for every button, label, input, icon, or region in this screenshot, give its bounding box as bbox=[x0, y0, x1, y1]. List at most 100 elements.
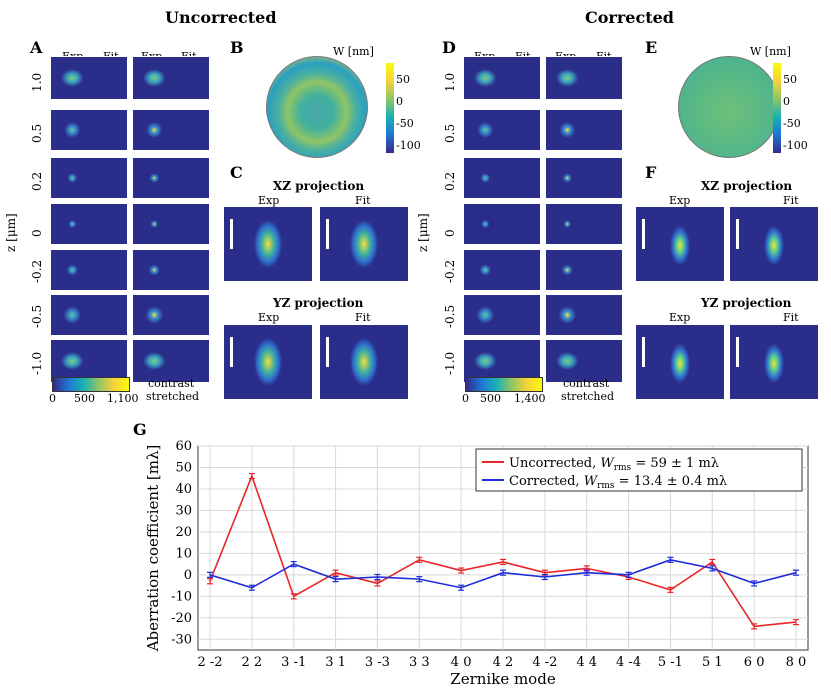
cbar-left-mid: 500 bbox=[74, 392, 95, 405]
y-tick-label: 10 bbox=[175, 546, 192, 561]
stretched-psf-tile bbox=[132, 109, 210, 151]
x-tick-label: 4 -2 bbox=[532, 655, 557, 670]
c-xz-exp-image bbox=[224, 207, 312, 281]
stretched-psf-tile bbox=[545, 109, 623, 151]
c-yz-title: YZ projection bbox=[273, 296, 364, 310]
c-xz-fit-image bbox=[320, 207, 408, 281]
contrast-note-right-2: stretched bbox=[561, 390, 615, 403]
x-tick-label: 5 1 bbox=[702, 655, 723, 670]
raw-psf-tile bbox=[50, 249, 128, 291]
x-tick-label: 5 -1 bbox=[658, 655, 683, 670]
y-tick-label: -20 bbox=[171, 611, 192, 626]
cbar-right-max: 1,400 bbox=[514, 392, 546, 405]
raw-psf-tile bbox=[463, 294, 541, 336]
z-row-label: 0.2 bbox=[443, 171, 457, 191]
x-tick-label: 2 2 bbox=[242, 655, 263, 670]
z-row-label: 0 bbox=[443, 229, 457, 237]
scale-bar bbox=[642, 337, 645, 367]
f-yz-exp: Exp bbox=[669, 311, 691, 324]
z-row-label: 0.2 bbox=[30, 171, 44, 191]
f-xz-fit: Fit bbox=[783, 194, 799, 207]
z-row-label: 0.5 bbox=[443, 123, 457, 143]
panel-d-label: D bbox=[442, 38, 456, 57]
raw-psf-tile bbox=[463, 203, 541, 245]
y-tick-label: 20 bbox=[175, 525, 192, 540]
c-yz-fit-image bbox=[320, 325, 408, 399]
scale-bar bbox=[230, 337, 233, 367]
raw-psf-tile bbox=[50, 203, 128, 245]
y-tick-label: 60 bbox=[175, 439, 192, 454]
y-axis-label: Aberration coefficient [mλ] bbox=[144, 445, 162, 653]
x-tick-label: 4 0 bbox=[451, 655, 472, 670]
wavefront-tick-e-50: 50 bbox=[783, 73, 797, 86]
x-tick-label: 3 3 bbox=[409, 655, 430, 670]
stretched-psf-tile bbox=[132, 294, 210, 336]
wavefront-colorbar-b bbox=[386, 63, 394, 153]
x-tick-label: 3 1 bbox=[325, 655, 346, 670]
z-row-label: -0.5 bbox=[30, 304, 44, 328]
x-tick-label: 8 0 bbox=[786, 655, 807, 670]
colorbar-left bbox=[52, 377, 130, 392]
raw-psf-tile bbox=[50, 294, 128, 336]
wavefront-tick-e-minus50: -50 bbox=[783, 117, 801, 130]
raw-psf-tile bbox=[463, 109, 541, 151]
z-row-label: 1.0 bbox=[443, 72, 457, 92]
cbar-right-min: 0 bbox=[462, 392, 469, 405]
contrast-note-left-1: contrast bbox=[148, 377, 195, 390]
wavefront-tick-b-minus100: -100 bbox=[396, 139, 421, 152]
scale-bar bbox=[642, 219, 645, 249]
wavefront-tick-e-minus100: -100 bbox=[783, 139, 808, 152]
raw-psf-tile bbox=[463, 339, 541, 383]
raw-psf-tile bbox=[50, 109, 128, 151]
wavefront-tick-e-0: 0 bbox=[783, 95, 790, 108]
legend-entry: Corrected, Wrms = 13.4 ± 0.4 mλ bbox=[509, 474, 727, 491]
scale-bar bbox=[326, 337, 329, 367]
panel-e-label: E bbox=[645, 38, 658, 57]
y-tick-label: 0 bbox=[184, 568, 192, 583]
z-row-label: -1.0 bbox=[443, 351, 457, 375]
zernike-chart: -30 -20 -10 0 10 20 30 40 50 60 2 -2 2 2 3 -1 3 1 3 -3… bbox=[144, 439, 809, 688]
x-tick-label: 6 0 bbox=[744, 655, 765, 670]
wavefront-title-e: W [nm] bbox=[750, 45, 791, 58]
f-yz-fit-image bbox=[730, 325, 818, 399]
stretched-psf-tile bbox=[132, 339, 210, 383]
panel-b-label: B bbox=[230, 38, 244, 57]
c-xz-title: XZ projection bbox=[273, 179, 365, 193]
wavefront-tick-b-50: 50 bbox=[396, 73, 410, 86]
wavefront-title-b: W [nm] bbox=[333, 45, 374, 58]
f-xz-exp: Exp bbox=[669, 194, 691, 207]
raw-psf-tile bbox=[463, 157, 541, 199]
z-row-label: 0 bbox=[30, 229, 44, 237]
stretched-psf-tile bbox=[545, 56, 623, 100]
y-tick-label: -10 bbox=[171, 589, 192, 604]
wavefront-tick-b-0: 0 bbox=[396, 95, 403, 108]
cbar-right-mid: 500 bbox=[480, 392, 501, 405]
z-row-label: -1.0 bbox=[30, 351, 44, 375]
cbar-left-min: 0 bbox=[49, 392, 56, 405]
panel-a-label: A bbox=[30, 38, 43, 57]
legend-box bbox=[475, 448, 803, 492]
panel-f-label: F bbox=[645, 163, 657, 182]
z-row-label: 0.5 bbox=[30, 123, 44, 143]
uncorrected-heading: Uncorrected bbox=[165, 8, 277, 27]
corrected-heading: Corrected bbox=[585, 8, 674, 27]
wavefront-tick-b-minus50: -50 bbox=[396, 117, 414, 130]
x-tick-label: 4 -4 bbox=[616, 655, 641, 670]
scale-bar bbox=[326, 219, 329, 249]
stretched-psf-tile bbox=[132, 203, 210, 245]
z-row-label: -0.2 bbox=[30, 259, 44, 283]
contrast-note-left-2: stretched bbox=[146, 390, 200, 403]
contrast-note-right-1: contrast bbox=[563, 377, 610, 390]
stretched-psf-tile bbox=[545, 294, 623, 336]
scale-bar bbox=[736, 337, 739, 367]
c-yz-exp: Exp bbox=[258, 311, 280, 324]
wavefront-uncorrected bbox=[266, 56, 368, 158]
stretched-psf-tile bbox=[132, 157, 210, 199]
x-axis-label: Zernike mode bbox=[450, 670, 556, 688]
raw-psf-tile bbox=[50, 157, 128, 199]
c-yz-exp-image bbox=[224, 325, 312, 399]
scale-bar bbox=[230, 219, 233, 249]
z-axis-label-left: z [μm] bbox=[4, 213, 18, 252]
f-xz-title: XZ projection bbox=[701, 179, 793, 193]
x-tick-label: 3 -1 bbox=[281, 655, 306, 670]
